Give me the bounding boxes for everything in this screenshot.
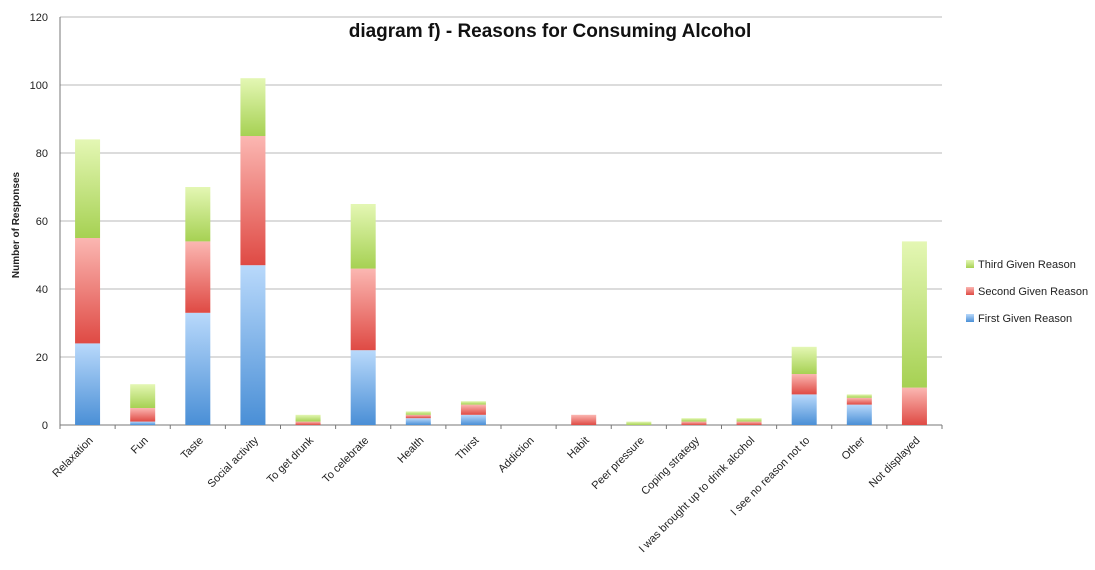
bar-segment xyxy=(736,418,762,422)
x-tick-label: Social activity xyxy=(205,434,261,490)
bar-segment xyxy=(791,346,817,374)
chart-title: diagram f) - Reasons for Consuming Alcoh… xyxy=(349,21,752,42)
x-tick-label: Relaxation xyxy=(50,435,95,480)
y-tick-label: 100 xyxy=(30,80,48,92)
x-tick-label: Addiction xyxy=(496,435,536,475)
legend-swatch xyxy=(966,260,974,268)
x-tick-label: Not displayed xyxy=(867,435,923,491)
bar-segment xyxy=(130,408,156,422)
bar-segment xyxy=(75,139,101,238)
bar-segment xyxy=(130,421,156,425)
bar-segment xyxy=(350,204,376,269)
x-tick-label: I was brought up to drink alcohol xyxy=(637,435,757,555)
bar-segment xyxy=(295,421,321,425)
legend-label: Third Given Reason xyxy=(978,259,1076,271)
x-tick-label: Fun xyxy=(129,435,151,457)
bar-segment xyxy=(350,350,376,425)
bar-segment xyxy=(75,343,101,425)
x-tick-label: To celebrate xyxy=(320,435,371,486)
y-tick-label: 20 xyxy=(36,352,48,364)
bar-segment xyxy=(185,312,211,425)
x-tick-label: Coping strategy xyxy=(639,434,702,497)
legend-label: First Given Reason xyxy=(978,313,1072,325)
bar-segment xyxy=(571,414,597,425)
bar-segment xyxy=(185,187,211,242)
bars xyxy=(75,78,927,425)
bar-segment xyxy=(681,421,707,425)
x-tick-label: To get drunk xyxy=(265,434,317,486)
bar-segment xyxy=(240,78,266,136)
x-tick-label: Taste xyxy=(179,435,206,462)
bar-segment xyxy=(901,241,927,388)
x-tick-label: Other xyxy=(839,434,867,462)
y-tick-label: 0 xyxy=(42,420,48,432)
y-axis-label: Number of Responses xyxy=(11,171,22,278)
bar-segment xyxy=(681,418,707,422)
x-tick-label: Habit xyxy=(565,435,592,462)
bar-segment xyxy=(460,404,486,415)
bar-segment xyxy=(460,401,486,405)
y-tick-label: 40 xyxy=(36,284,48,296)
legend-label: Second Given Reason xyxy=(978,286,1088,298)
bar-segment xyxy=(130,384,156,408)
x-tick-label: Peer pressure xyxy=(590,435,647,492)
bar-segment xyxy=(240,265,266,425)
legend-swatch xyxy=(966,314,974,322)
bar-segment xyxy=(791,394,817,425)
bar-segment xyxy=(350,268,376,351)
bar-segment xyxy=(901,387,927,425)
y-tick-label: 120 xyxy=(30,12,48,24)
bar-segment xyxy=(240,136,266,266)
bar-segment xyxy=(405,418,431,425)
bar-segment xyxy=(626,421,652,425)
x-tick-label: Health xyxy=(395,435,426,466)
x-tick-labels: Relaxation Fun Taste Social activity To get … xyxy=(50,434,922,555)
bar-segment xyxy=(405,411,431,415)
bar-segment xyxy=(846,404,872,425)
bar-segment xyxy=(736,421,762,425)
bar-segment xyxy=(846,397,872,405)
y-tick-label: 80 xyxy=(36,148,48,160)
bar-segment xyxy=(185,241,211,313)
legend-swatch xyxy=(966,287,974,295)
bar-segment xyxy=(460,414,486,425)
bar-segment xyxy=(791,374,817,395)
bar-segment xyxy=(405,414,431,419)
y-tick-label: 60 xyxy=(36,216,48,228)
x-tick-label: Thirst xyxy=(454,435,482,463)
bar-segment xyxy=(75,238,101,344)
bar-segment xyxy=(846,394,872,398)
bar-segment xyxy=(295,414,321,422)
legend: Third Given Reason Second Given Reason Fir… xyxy=(966,259,1088,325)
